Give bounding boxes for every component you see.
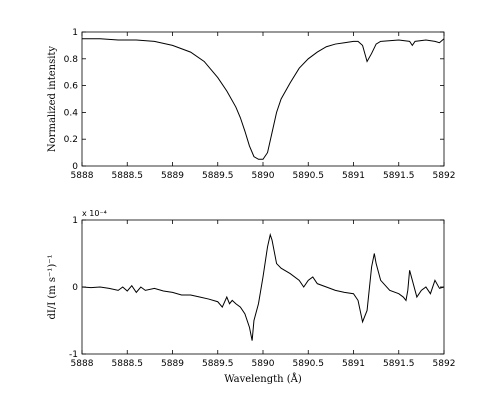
derivative-y-tick-label: 1: [72, 216, 78, 226]
intensity-y-tick-label: 0.8: [64, 55, 79, 65]
intensity-x-tick-label: 5889: [161, 171, 184, 181]
derivative-x-tick-label: 5890: [252, 359, 275, 369]
intensity-plot-frame: [81, 31, 445, 167]
wavelength-x-axis-label: Wavelength (Å): [224, 373, 302, 385]
derivative-y-tick-label: 0: [72, 283, 78, 293]
intensity-y-tick-label: 0: [72, 162, 78, 172]
derivative-x-tick-label: 5889: [161, 359, 184, 369]
intensity-x-tick-label: 5891: [342, 171, 365, 181]
derivative-series-line: [81, 232, 445, 341]
derivative-y-tick-label: -1: [69, 350, 78, 360]
intensity-y-tick-label: 0.2: [64, 135, 78, 145]
intensity-ticks: 5888 5888.5 5889 5889.5 5890 5890.5 5891 5891.5…: [64, 28, 456, 181]
intensity-x-tick-label: 5890: [252, 171, 275, 181]
intensity-series-line: [82, 38, 445, 160]
intensity-x-tick-label: 5891.5: [383, 171, 415, 181]
derivative-x-tick-label: 5891: [342, 359, 365, 369]
intensity-x-tick-label: 5888: [71, 171, 94, 181]
derivative-x-tick-label: 5890.5: [293, 359, 325, 369]
derivative-x-tick-label: 5888: [71, 359, 94, 369]
intensity-y-axis-label: Normalized intensity: [47, 46, 58, 153]
derivative-y-scale-label: x 10⁻⁴: [82, 209, 107, 218]
intensity-x-tick-label: 5890.5: [293, 171, 325, 181]
derivative-ticks: 5888 5888.5 5889 5889.5 5890 5890.5 5891 5891.5…: [69, 216, 455, 369]
derivative-panel: 5888 5888.5 5889 5889.5 5890 5890.5 5891 5891.5…: [47, 209, 455, 385]
intensity-y-tick-label: 0.6: [64, 82, 79, 92]
intensity-x-tick-label: 5889.5: [202, 171, 234, 181]
intensity-y-tick-label: 0.4: [64, 108, 79, 118]
intensity-panel: 5888 5888.5 5889 5889.5 5890 5890.5 5891 5891.5…: [47, 28, 455, 181]
derivative-x-tick-label: 5889.5: [202, 359, 234, 369]
derivative-x-tick-label: 5888.5: [112, 359, 144, 369]
derivative-x-tick-label: 5892: [433, 359, 456, 369]
intensity-x-tick-label: 5892: [433, 171, 456, 181]
intensity-x-tick-label: 5888.5: [112, 171, 144, 181]
derivative-y-axis-label: dI/I (m s⁻¹)⁻¹: [47, 254, 58, 319]
intensity-y-tick-label: 1: [72, 28, 78, 38]
derivative-plot-frame: [81, 219, 445, 355]
derivative-x-tick-label: 5891.5: [383, 359, 415, 369]
